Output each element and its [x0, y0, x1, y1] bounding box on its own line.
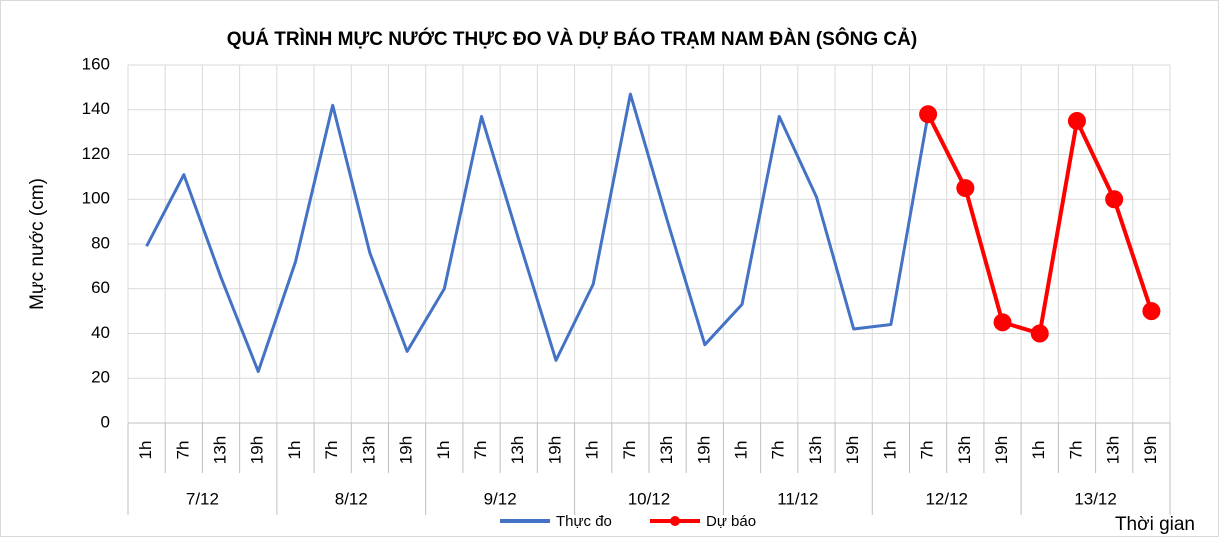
x-group-label: 8/12	[335, 489, 368, 508]
y-tick-label: 60	[91, 278, 110, 297]
x-tick-label: 7h	[322, 441, 341, 460]
x-tick-label: 1h	[136, 441, 155, 460]
point-marker	[1067, 111, 1086, 130]
x-group-label: 9/12	[484, 489, 517, 508]
x-group-label: 7/12	[186, 489, 219, 508]
x-group-label: 10/12	[628, 489, 671, 508]
x-tick-label: 19h	[397, 436, 416, 464]
point-marker	[919, 105, 938, 124]
y-tick-label: 20	[91, 368, 110, 387]
x-tick-label: 1h	[583, 441, 602, 460]
x-tick-label: 1h	[880, 441, 899, 460]
x-tick-label: 13h	[806, 436, 825, 464]
y-tick-label: 140	[82, 99, 110, 118]
x-group-label: 13/12	[1074, 489, 1117, 508]
series-line	[145, 92, 930, 374]
x-tick-label: 19h	[1141, 436, 1160, 464]
x-tick-label: 1h	[285, 441, 304, 460]
x-tick-label: 19h	[843, 436, 862, 464]
y-tick-label: 0	[101, 412, 110, 431]
legend-label: Thực đo	[556, 513, 612, 530]
y-tick-label: 100	[82, 189, 110, 208]
y-tick-label: 120	[82, 144, 110, 163]
point-marker	[1105, 190, 1124, 209]
point-marker	[956, 179, 975, 198]
y-tick-label: 40	[91, 323, 110, 342]
x-tick-label: 19h	[248, 436, 267, 464]
x-group-label: 12/12	[925, 489, 968, 508]
x-tick-label: 13h	[657, 436, 676, 464]
x-axis-label: Thời gian	[1115, 514, 1195, 535]
point-marker	[993, 313, 1012, 332]
x-tick-label: 7h	[769, 441, 788, 460]
point-marker	[1142, 302, 1161, 321]
x-tick-label: 13h	[1104, 436, 1123, 464]
x-tick-label: 19h	[992, 436, 1011, 464]
x-group-label: 11/12	[777, 489, 818, 508]
legend-label: Dự báo	[706, 513, 756, 530]
x-tick-label: 13h	[359, 436, 378, 464]
x-tick-label: 19h	[545, 436, 564, 464]
point-marker	[1030, 324, 1049, 343]
x-tick-label: 1h	[434, 441, 453, 460]
x-tick-label: 19h	[694, 436, 713, 464]
x-tick-label: 1h	[732, 441, 751, 460]
x-tick-label: 7h	[471, 441, 490, 460]
x-tick-label: 7h	[918, 441, 937, 460]
x-tick-label: 13h	[955, 436, 974, 464]
x-tick-label: 1h	[1029, 441, 1048, 460]
x-tick-label: 7h	[173, 441, 192, 460]
y-axis-label: Mực nước (cm)	[27, 178, 48, 310]
x-tick-label: 7h	[1066, 441, 1085, 460]
y-tick-label: 80	[91, 233, 110, 252]
legend-marker	[670, 516, 680, 526]
y-tick-label: 160	[82, 54, 110, 73]
chart-title: QUÁ TRÌNH MỰC NƯỚC THỰC ĐO VÀ DỰ BÁO TRẠ…	[227, 28, 917, 50]
x-tick-label: 13h	[508, 436, 527, 464]
x-tick-label: 7h	[620, 441, 639, 460]
x-tick-label: 13h	[211, 436, 230, 464]
